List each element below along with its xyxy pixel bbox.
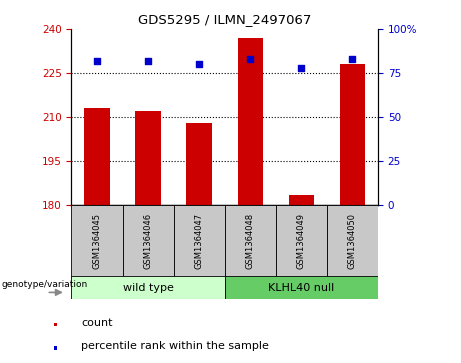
FancyBboxPatch shape: [174, 205, 225, 278]
Point: [298, 65, 305, 71]
Text: GSM1364045: GSM1364045: [93, 213, 101, 269]
Text: GSM1364046: GSM1364046: [143, 213, 153, 269]
FancyBboxPatch shape: [225, 205, 276, 278]
Text: count: count: [81, 318, 113, 328]
Title: GDS5295 / ILMN_2497067: GDS5295 / ILMN_2497067: [138, 13, 312, 26]
Text: GSM1364048: GSM1364048: [246, 213, 255, 269]
Text: wild type: wild type: [123, 283, 173, 293]
FancyBboxPatch shape: [71, 276, 225, 299]
FancyBboxPatch shape: [123, 205, 174, 278]
Text: percentile rank within the sample: percentile rank within the sample: [81, 340, 269, 351]
Point: [144, 58, 152, 64]
Text: GSM1364047: GSM1364047: [195, 213, 204, 269]
Point: [195, 61, 203, 67]
Bar: [340, 64, 365, 205]
FancyBboxPatch shape: [327, 205, 378, 278]
FancyBboxPatch shape: [225, 276, 378, 299]
Text: GSM1364049: GSM1364049: [297, 213, 306, 269]
FancyBboxPatch shape: [71, 205, 123, 278]
Bar: [136, 111, 161, 205]
Point: [349, 56, 356, 62]
Point: [93, 58, 100, 64]
Text: genotype/variation: genotype/variation: [1, 280, 88, 289]
Bar: [54, 346, 58, 350]
Bar: [84, 108, 110, 205]
FancyBboxPatch shape: [276, 205, 327, 278]
Bar: [186, 123, 212, 205]
Bar: [237, 38, 263, 205]
Text: GSM1364050: GSM1364050: [348, 213, 357, 269]
Point: [247, 56, 254, 62]
Bar: [54, 323, 58, 326]
Bar: [289, 195, 314, 205]
Text: KLHL40 null: KLHL40 null: [268, 283, 335, 293]
